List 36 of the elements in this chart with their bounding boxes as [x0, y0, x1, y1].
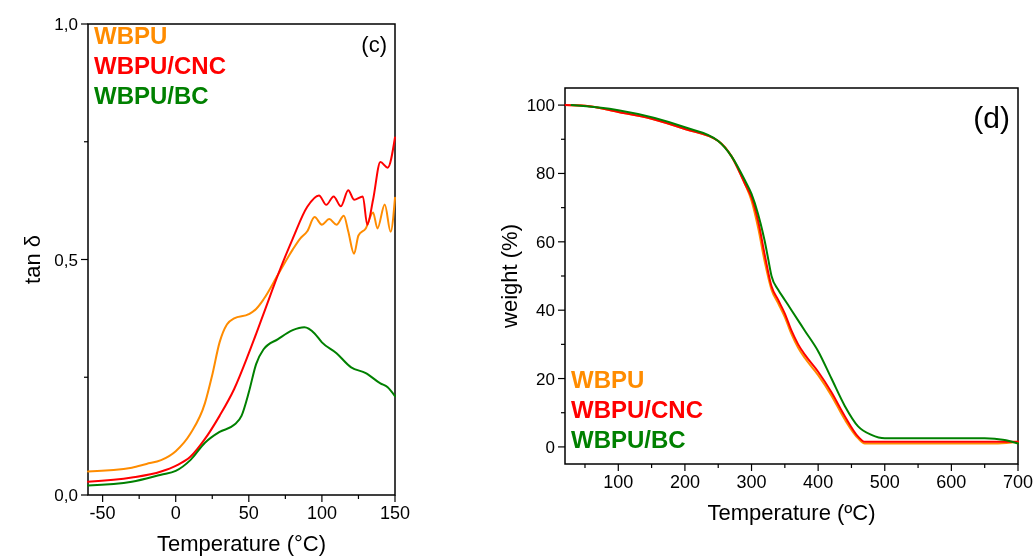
chart-title: (d) — [973, 101, 1010, 134]
text: WBPU/CNC — [571, 396, 703, 423]
line-series — [87, 326, 396, 487]
y-tick-label: 0,0 — [54, 486, 78, 505]
text: WBPU — [571, 366, 645, 393]
text: WBPU/BC — [571, 426, 686, 453]
y-tick-label: 80 — [536, 164, 555, 184]
x-tick-label: 100 — [603, 472, 634, 492]
x-tick-label: 600 — [936, 472, 967, 492]
x-tick-label: 300 — [736, 472, 767, 492]
y-tick-label: 40 — [536, 301, 555, 321]
text: WBPU — [94, 22, 168, 49]
x-axis-title: Temperature (°C) — [157, 531, 326, 556]
line-series — [87, 196, 396, 473]
text: WBPU/BC — [94, 82, 209, 109]
y-tick-label: 60 — [536, 232, 555, 252]
x-tick-label: 100 — [306, 503, 337, 523]
y-axis-title: weight (%) — [497, 224, 522, 329]
x-tick-label: 700 — [1002, 472, 1034, 492]
y-tick-label: 20 — [536, 369, 555, 389]
text: WBPU/CNC — [94, 52, 226, 79]
y-tick-label: 0,5 — [54, 250, 78, 270]
x-tick-label: -50 — [89, 503, 116, 523]
x-tick-label: 500 — [869, 472, 900, 492]
line-series — [87, 136, 396, 483]
y-tick-label: 0 — [545, 437, 555, 457]
x-tick-label: 0 — [170, 503, 181, 523]
x-tick-label: 150 — [379, 503, 411, 523]
y-tick-label: 100 — [526, 96, 555, 116]
y-axis-title: tan δ — [20, 235, 45, 284]
x-tick-label: 50 — [238, 503, 259, 523]
x-axis-title: Temperature (ºC) — [707, 500, 876, 525]
chart-title: (c) — [361, 32, 387, 57]
x-tick-label: 400 — [803, 472, 834, 492]
x-tick-label: 200 — [669, 472, 700, 492]
y-tick-label: 1,0 — [54, 15, 78, 34]
